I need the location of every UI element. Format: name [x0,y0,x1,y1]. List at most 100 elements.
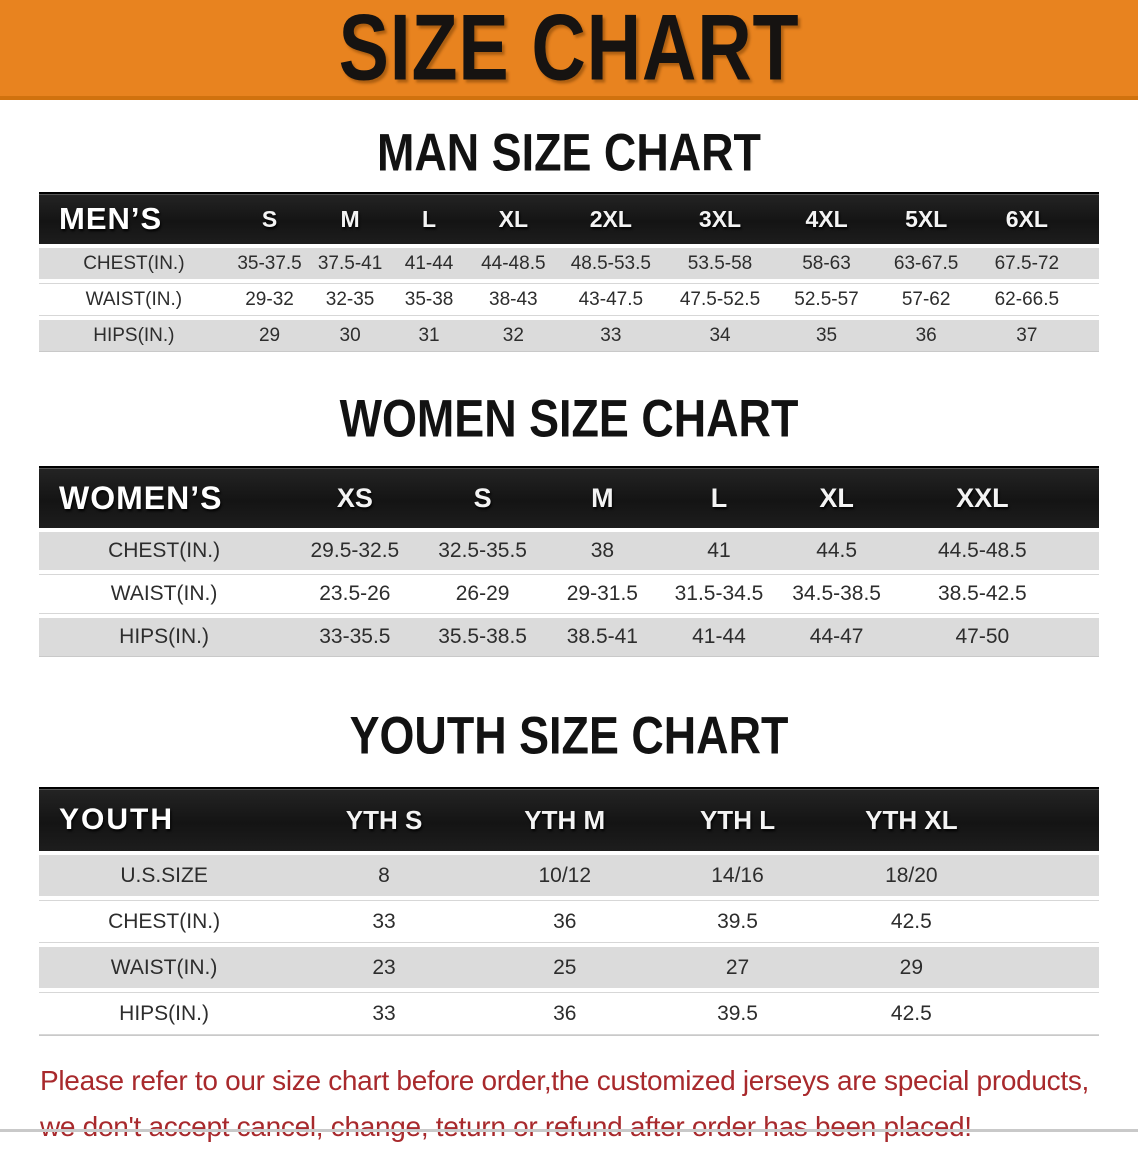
size-column-header: 2XL [589,205,632,232]
measurement-value: 41-44 [404,252,454,274]
measurement-value: 35-38 [404,288,454,310]
table-group-label: WOMEN’S [59,479,223,516]
measurement-row: U.S.SIZE 8 10/12 14/16 18/20 [39,855,1099,896]
measurement-value: 32.5-35.5 [438,539,527,562]
measurement-value: 44.5-48.5 [937,539,1027,562]
measurement-row: HIPS(IN.) 29 30 31 32 33 34 35 36 37 [39,320,1099,351]
size-column-header: S [261,205,278,232]
size-column-header: 6XL [1005,205,1048,232]
size-column-header: M [340,205,360,232]
measurement-value: 42.5 [890,1001,932,1025]
measurement-value: 67.5-72 [994,252,1060,274]
measurement-label: HIPS(IN.) [93,324,175,346]
measurement-value: 31 [418,324,440,346]
measurement-value: 53.5-58 [687,252,753,274]
measurement-value: 62-66.5 [994,288,1060,310]
size-column-header: YTH L [699,804,776,835]
measurement-value: 44.5 [816,539,858,562]
size-column-header: M [591,482,614,513]
measurement-value: 37 [1016,324,1038,346]
size-column-header: 4XL [805,205,848,232]
size-column-header: XS [336,482,373,513]
measurement-value: 38-43 [489,288,538,310]
measurement-value: 44-47 [809,625,864,648]
measurement-value: 29-31.5 [566,582,638,605]
measurement-value: 32-35 [325,288,375,310]
size-column-header: YTH S [345,804,423,835]
disclaimer-line-2: we don't accept cancel, change, teturn o… [40,1111,972,1142]
measurement-value: 38 [590,539,615,562]
measurement-label: CHEST(IN.) [83,252,185,274]
measurement-value: 63-67.5 [893,252,959,274]
table-header-row: WOMEN’S XS S M L XL XXL [39,466,1099,528]
size-column-header: 5XL [905,205,948,232]
youth-size-table: YOUTH YTH S YTH M YTH L YTH XL U.S.SIZE 8 10/12… [39,787,1099,1036]
measurement-value: 39.5 [717,909,758,933]
measurement-value: 48.5-53.5 [570,252,651,274]
measurement-row: CHEST(IN.) 29.5-32.5 32.5-35.5 38 41 44.5 44.5… [39,532,1099,570]
measurement-value: 57-62 [901,288,951,310]
size-column-header: YTH XL [865,804,958,835]
measurement-value: 35.5-38.5 [438,625,527,648]
measurement-value: 23.5-26 [319,582,391,605]
man-section-heading: MAN SIZE CHART [377,122,761,183]
measurement-value: 58-63 [802,252,851,274]
measurement-value: 41-44 [692,625,746,648]
measurement-row: CHEST(IN.) 35-37.5 37.5-41 41-44 44-48.5 48.5… [39,248,1099,279]
measurement-value: 41 [707,539,731,562]
women-section-heading: WOMEN SIZE CHART [339,388,799,449]
measurement-value: 34 [709,324,731,346]
measurement-value: 33 [372,1001,396,1025]
measurement-value: 35 [815,324,838,346]
table-header-row: YOUTH YTH S YTH M YTH L YTH XL [39,787,1099,851]
measurement-value: 52.5-57 [794,288,859,310]
table-group-label: YOUTH [59,803,174,836]
measurement-row: HIPS(IN.) 33 36 39.5 42.5 [39,992,1099,1035]
measurement-value: 14/16 [711,863,764,887]
measurement-value: 39.5 [717,1001,758,1025]
size-column-header: 3XL [698,205,742,232]
measurement-value: 38.5-41 [566,625,638,648]
measurement-label: CHEST(IN.) [108,539,221,562]
measurement-value: 33 [600,324,622,346]
table-group-label: MEN’S [59,201,163,236]
measurement-label: HIPS(IN.) [119,625,209,648]
measurement-value: 29-32 [245,288,294,310]
size-column-header: L [422,205,437,232]
measurement-row: WAIST(IN.) 29-32 32-35 35-38 38-43 43-47.5 47.… [39,283,1099,316]
mens-size-table: MEN’S S M L XL 2XL 3XL 4XL 5XL 6XL CHEST(IN.) 35-37… [39,192,1099,352]
measurement-row: WAIST(IN.) 23.5-26 26-29 29-31.5 31.5-34.5 34… [39,574,1099,614]
measurement-row: HIPS(IN.) 33-35.5 35.5-38.5 38.5-41 41-44 44-… [39,618,1099,656]
measurement-value: 18/20 [885,863,938,887]
measurement-value: 25 [553,955,577,979]
measurement-label: WAIST(IN.) [110,582,218,605]
measurement-value: 10/12 [538,863,592,887]
measurement-value: 29.5-32.5 [310,539,400,562]
measurement-value: 27 [725,955,750,979]
measurement-value: 8 [378,863,390,887]
measurement-label: WAIST(IN.) [85,288,183,310]
disclaimer-line-1: Please refer to our size chart before or… [40,1065,1090,1096]
banner-title: SIZE CHART [338,0,800,101]
table-header-row: MEN’S S M L XL 2XL 3XL 4XL 5XL 6XL [39,192,1099,244]
measurement-label: WAIST(IN.) [110,955,218,979]
size-column-header: XL [819,482,854,513]
disclaimer: Please refer to our size chart before or… [40,1058,1138,1150]
measurement-value: 30 [339,324,361,346]
measurement-value: 42.5 [890,909,932,933]
measurement-value: 36 [915,324,937,346]
measurement-value: 29 [258,324,281,346]
measurement-value: 23 [372,955,396,979]
measurement-value: 47-50 [955,625,1010,648]
measurement-value: 43-47.5 [578,288,644,310]
youth-section-heading: YOUTH SIZE CHART [349,705,789,766]
bottom-edge-divider [0,1129,1138,1132]
size-column-header: XXL [956,482,1009,513]
measurement-value: 36 [553,1001,577,1025]
measurement-value: 38.5-42.5 [937,582,1027,605]
size-column-header: YTH M [524,804,606,835]
measurement-value: 26-29 [455,582,510,605]
measurement-value: 36 [553,909,577,933]
measurement-value: 44-48.5 [481,252,546,274]
measurement-value: 33 [372,909,396,933]
